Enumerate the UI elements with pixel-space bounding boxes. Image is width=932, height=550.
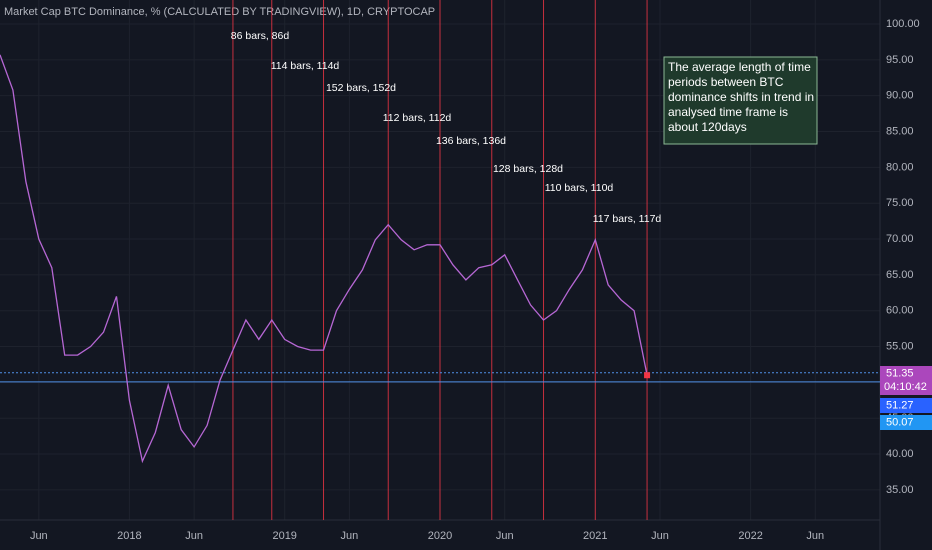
chart-title: Market Cap BTC Dominance, % (CALCULATED …	[4, 6, 435, 18]
x-tick-label: 2022	[738, 530, 762, 542]
annotation: 136 bars, 136d	[436, 135, 506, 147]
y-tick-label: 35.00	[886, 484, 914, 496]
annotation: 112 bars, 112d	[383, 112, 452, 124]
annotation: 152 bars, 152d	[326, 82, 396, 94]
y-tick-label: 80.00	[886, 161, 914, 173]
last-point	[644, 372, 651, 379]
y-tick-label: 55.00	[886, 340, 914, 352]
y-tick-label: 60.00	[886, 305, 914, 317]
x-tick-label: 2021	[583, 530, 607, 542]
price-label: 50.07	[886, 416, 914, 428]
annotation: 86 bars, 86d	[231, 30, 290, 42]
x-tick-label: Jun	[185, 530, 203, 542]
x-tick-label: Jun	[496, 530, 514, 542]
y-tick-label: 75.00	[886, 197, 914, 209]
annotation: 117 bars, 117d	[593, 213, 662, 225]
x-tick-label: Jun	[651, 530, 669, 542]
annotation: 110 bars, 110d	[545, 182, 614, 194]
y-tick-label: 95.00	[886, 54, 914, 66]
y-tick-label: 90.00	[886, 90, 914, 102]
note-container: The average length of time periods betwe…	[668, 60, 815, 134]
y-tick-label: 70.00	[886, 233, 914, 245]
price-label-box	[880, 415, 932, 430]
price-label: 51.35	[886, 367, 914, 379]
y-tick-label: 65.00	[886, 269, 914, 281]
x-tick-label: 2020	[428, 530, 452, 542]
price-label-box	[880, 398, 932, 413]
y-tick-label: 85.00	[886, 125, 914, 137]
x-tick-label: 2018	[117, 530, 141, 542]
x-tick-label: Jun	[341, 530, 359, 542]
y-tick-label: 40.00	[886, 448, 914, 460]
y-tick-label: 100.00	[886, 18, 920, 30]
price-label: 51.27	[886, 399, 914, 411]
annotation: 128 bars, 128d	[493, 163, 563, 175]
x-tick-label: Jun	[806, 530, 824, 542]
x-tick-label: Jun	[30, 530, 48, 542]
data-line	[0, 54, 648, 464]
price-label-box	[880, 366, 932, 395]
note-text: The average length of time periods betwe…	[668, 60, 815, 134]
x-tick-label: 2019	[272, 530, 296, 542]
annotation: 114 bars, 114d	[271, 60, 340, 72]
note-box	[663, 56, 818, 145]
countdown: 04:10:42	[884, 381, 927, 393]
